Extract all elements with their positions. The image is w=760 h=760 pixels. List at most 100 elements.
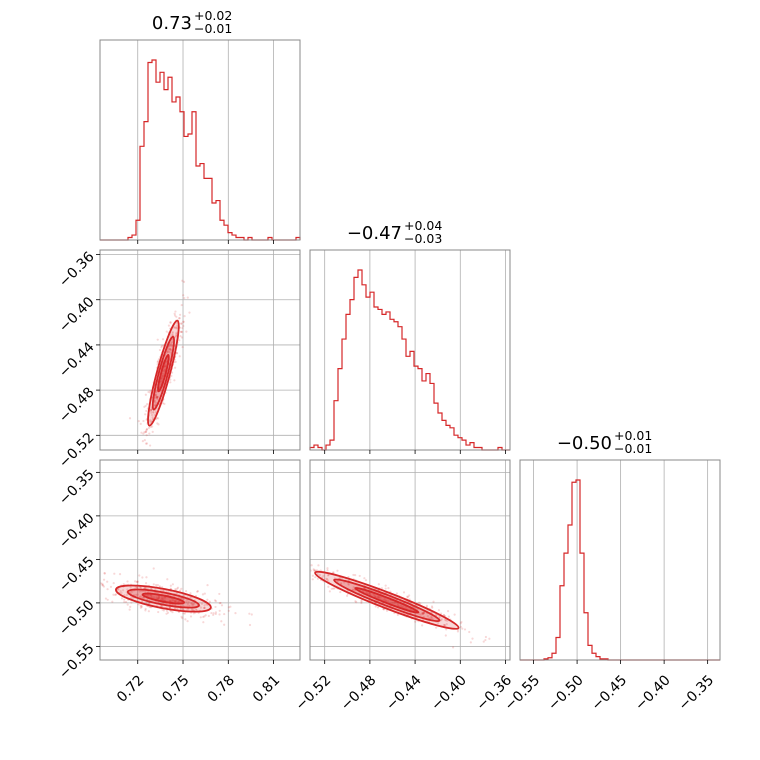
sample-point xyxy=(340,582,343,585)
sample-point xyxy=(160,377,164,380)
sample-point xyxy=(212,612,215,615)
sample-point xyxy=(431,606,434,609)
sample-point xyxy=(185,589,188,593)
sample-point xyxy=(437,609,441,612)
sample-point xyxy=(440,618,443,621)
sample-point xyxy=(171,599,174,602)
sample-point xyxy=(163,402,166,405)
sample-point xyxy=(136,586,139,589)
sample-point xyxy=(422,611,425,615)
sample-point xyxy=(189,592,192,595)
sample-point xyxy=(425,604,429,607)
sample-point xyxy=(313,569,317,572)
sample-point xyxy=(145,442,149,445)
sample-point xyxy=(377,596,380,600)
sample-point xyxy=(172,326,176,329)
sample-point xyxy=(102,578,106,581)
sample-point xyxy=(382,608,385,611)
sample-point xyxy=(131,590,134,593)
sample-point xyxy=(179,589,182,592)
sample-point xyxy=(162,589,166,592)
sample-point xyxy=(151,430,154,433)
sample-point xyxy=(182,324,185,328)
sample-point xyxy=(347,582,350,585)
sample-point xyxy=(182,598,185,601)
sample-point xyxy=(140,600,143,603)
sample-point xyxy=(421,612,424,615)
sample-point xyxy=(155,396,159,400)
sample-point xyxy=(156,361,159,364)
sample-point xyxy=(137,603,140,606)
sample-point xyxy=(136,580,139,583)
sample-point xyxy=(163,368,166,371)
sample-point xyxy=(136,593,139,596)
scatter-panel-0-2-border xyxy=(99,459,301,661)
sample-point xyxy=(402,591,406,594)
sample-point xyxy=(380,587,383,590)
sample-point xyxy=(376,595,379,598)
sample-point xyxy=(190,602,194,605)
sample-point xyxy=(161,589,165,592)
sample-point xyxy=(147,426,151,430)
sample-point xyxy=(365,590,368,594)
title-lower-error: −0.01 xyxy=(194,21,232,36)
sample-point xyxy=(103,572,106,575)
sample-point xyxy=(156,597,159,600)
sample-point xyxy=(163,365,166,368)
sample-point xyxy=(154,397,157,400)
sample-point xyxy=(234,612,237,615)
sample-point xyxy=(385,599,388,602)
sample-point xyxy=(175,327,178,330)
sample-point xyxy=(214,600,218,603)
sample-point xyxy=(139,586,142,590)
sample-point xyxy=(206,598,209,601)
sample-point xyxy=(173,314,177,317)
sample-point xyxy=(187,608,190,611)
sample-point xyxy=(153,399,156,402)
sample-point xyxy=(150,413,154,417)
sample-point xyxy=(174,334,178,337)
sample-point xyxy=(123,598,126,601)
sample-point xyxy=(146,402,149,406)
sample-point xyxy=(368,592,371,595)
sample-point xyxy=(182,280,186,284)
sample-point xyxy=(125,593,129,597)
sample-point xyxy=(138,590,141,593)
sample-point xyxy=(118,573,122,576)
sample-point xyxy=(406,595,410,599)
sample-point xyxy=(163,596,166,599)
sample-point xyxy=(171,332,174,335)
sample-point xyxy=(165,351,168,354)
sample-point xyxy=(128,417,132,420)
sample-point xyxy=(125,600,128,604)
sample-point xyxy=(325,577,328,580)
sample-point xyxy=(169,587,172,590)
sample-point xyxy=(153,413,156,417)
sample-point xyxy=(117,587,120,590)
sample-point xyxy=(471,637,474,640)
sample-point xyxy=(156,360,160,363)
sample-point xyxy=(142,596,145,599)
sample-point xyxy=(144,582,148,585)
sample-point xyxy=(160,605,163,608)
sample-point xyxy=(185,600,188,603)
sample-point xyxy=(396,604,400,607)
sample-point xyxy=(186,620,189,623)
sample-point xyxy=(484,635,488,639)
sample-point xyxy=(461,627,464,630)
sample-point xyxy=(214,612,217,616)
scatter-panel-1-2: −0.52 −0.48 −0.44 −0.40 −0.36 xyxy=(293,459,515,714)
sample-point xyxy=(185,330,188,333)
sample-point xyxy=(157,423,160,426)
sample-point xyxy=(142,419,145,423)
sample-point xyxy=(384,587,387,590)
sample-point xyxy=(151,425,154,428)
title-lower-error: −0.01 xyxy=(614,441,652,456)
sample-point xyxy=(165,330,168,333)
sample-point xyxy=(154,393,158,396)
sample-point xyxy=(218,613,221,616)
density-contour-1sigma xyxy=(141,592,186,605)
sample-point xyxy=(181,279,184,282)
sample-point xyxy=(181,617,184,620)
sample-point xyxy=(377,583,380,586)
